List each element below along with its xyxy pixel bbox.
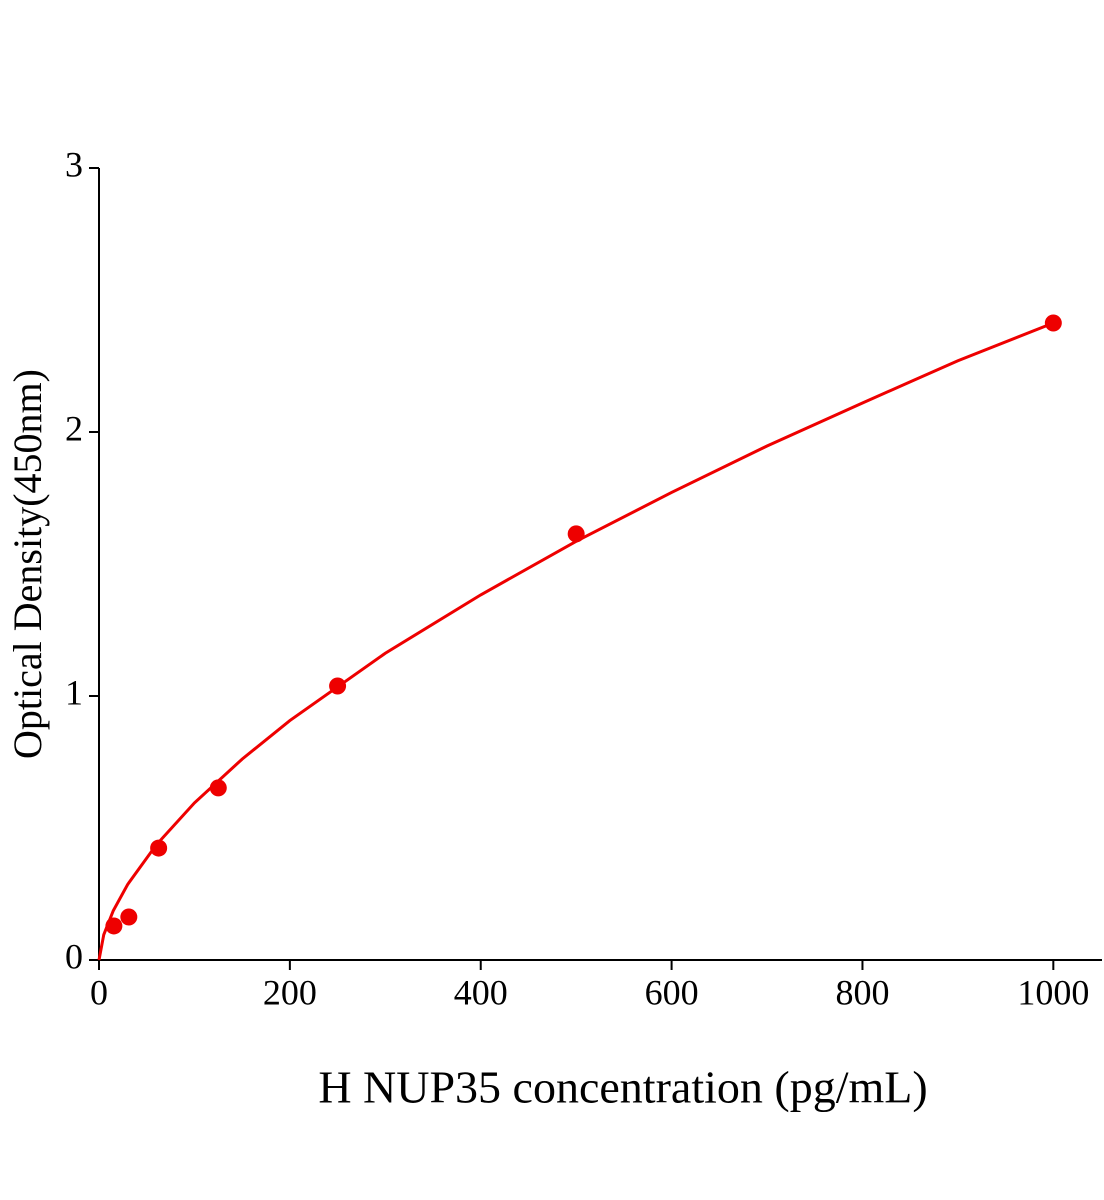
y-tick-label: 0 (65, 936, 83, 976)
data-point (329, 677, 347, 695)
y-tick-label: 2 (65, 408, 83, 448)
x-tick-label: 1000 (1017, 972, 1089, 1012)
data-point (1044, 314, 1062, 332)
y-axis-label: Optical Density(450nm) (5, 369, 50, 759)
data-point (150, 839, 168, 857)
y-tick-label: 1 (65, 672, 83, 712)
y-tick-label: 3 (65, 144, 83, 184)
x-tick-label: 600 (645, 972, 699, 1012)
x-tick-label: 200 (263, 972, 317, 1012)
data-point (120, 908, 138, 926)
data-point (105, 917, 123, 935)
x-tick-label: 0 (90, 972, 108, 1012)
data-point (209, 779, 227, 797)
x-tick-label: 800 (835, 972, 889, 1012)
fit-curve (97, 321, 1054, 961)
x-axis-label: H NUP35 concentration (pg/mL) (318, 1062, 927, 1113)
x-tick-label: 400 (454, 972, 508, 1012)
data-point (567, 525, 585, 543)
